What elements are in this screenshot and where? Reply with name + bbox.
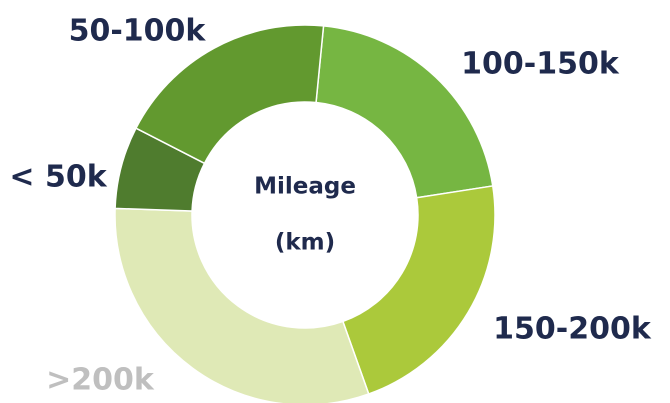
donut-segment xyxy=(114,207,370,403)
donut-segment xyxy=(135,24,325,165)
segment-label: 150-200k xyxy=(493,312,652,347)
donut-segment xyxy=(315,25,494,199)
segment-label: 50-100k xyxy=(69,14,207,49)
segment-label: < 50k xyxy=(9,160,107,195)
center-subtitle: (km) xyxy=(275,230,335,256)
center-title: Mileage xyxy=(254,174,356,200)
donut-segment xyxy=(341,185,496,395)
segment-label: >200k xyxy=(46,363,155,398)
segment-label: 100-150k xyxy=(461,47,620,82)
